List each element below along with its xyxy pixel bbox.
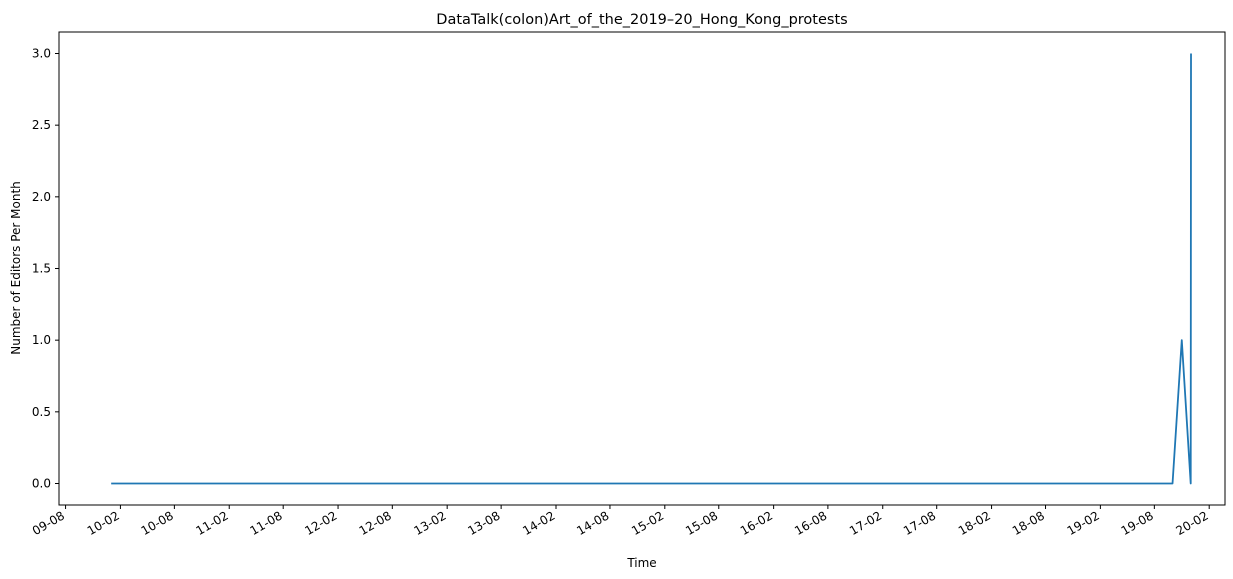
- y-axis: 0.0 0.5 1.0 1.5 2.0 2.5 3.0: [32, 47, 59, 491]
- y-tick-label: 1.0: [32, 333, 51, 347]
- y-tick-label: 2.5: [32, 118, 51, 132]
- y-tick-label: 0.5: [32, 405, 51, 419]
- y-tick-label: 2.0: [32, 190, 51, 204]
- series-line: [111, 53, 1192, 485]
- chart-title: DataTalk(colon)Art_of_the_2019–20_Hong_K…: [436, 12, 847, 28]
- y-tick-label: 3.0: [32, 47, 51, 61]
- y-tick-label: 1.5: [32, 262, 51, 276]
- x-axis-title: Time: [626, 556, 656, 570]
- y-tick-label: 0.0: [32, 477, 51, 491]
- y-axis-title: Number of Editors Per Month: [9, 181, 23, 355]
- series-layer: [111, 53, 1192, 485]
- plot-area-frame: [58, 31, 1226, 506]
